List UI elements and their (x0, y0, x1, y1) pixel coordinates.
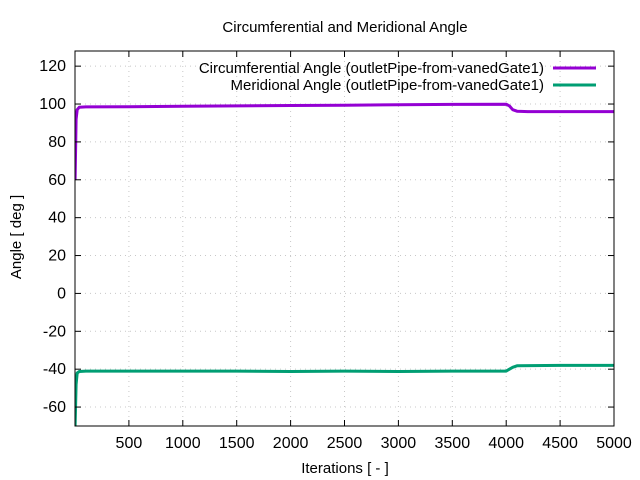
x-tick-label: 3500 (435, 435, 471, 452)
legend: Circumferential Angle (outletPipe-from-v… (199, 60, 596, 94)
x-axis-label: Iterations [ - ] (301, 460, 389, 477)
series-group (75, 102, 614, 426)
x-tick-label: 500 (116, 435, 143, 452)
y-tick-label: 60 (48, 172, 66, 189)
x-tick-label: 4000 (488, 435, 524, 452)
y-tick-label: 0 (57, 285, 66, 302)
x-tick-label: 1500 (219, 435, 255, 452)
x-tick-labels: 500 1000 1500 2000 2500 3000 3500 4000 4500 5000 (116, 435, 632, 452)
y-tick-label: -40 (43, 361, 66, 378)
chart-title: Circumferential and Meridional Angle (222, 19, 467, 36)
y-tick-label: 20 (48, 248, 66, 265)
x-tick-label: 1000 (165, 435, 201, 452)
x-tick-label: 2000 (273, 435, 309, 452)
y-tick-label: 80 (48, 134, 66, 151)
y-tick-labels: -60 -40 -20 0 20 40 60 80 100 120 (39, 58, 66, 416)
legend-label-1: Circumferential Angle (outletPipe-from-v… (199, 60, 544, 77)
y-tick-label: -60 (43, 399, 66, 416)
x-tick-label: 5000 (596, 435, 632, 452)
ticks (75, 51, 615, 426)
legend-label-2: Meridional Angle (outletPipe-from-vanedG… (231, 77, 545, 94)
y-tick-label: -20 (43, 323, 66, 340)
series-line-1 (75, 102, 614, 180)
x-tick-label: 3000 (381, 435, 417, 452)
x-tick-label: 4500 (542, 435, 578, 452)
y-tick-label: 40 (48, 210, 66, 227)
y-axis-label: Angle [ deg ] (8, 195, 25, 279)
y-tick-label: 100 (39, 96, 66, 113)
y-tick-label: 120 (39, 58, 66, 75)
x-tick-label: 2500 (327, 435, 363, 452)
series-line-2 (75, 363, 614, 426)
